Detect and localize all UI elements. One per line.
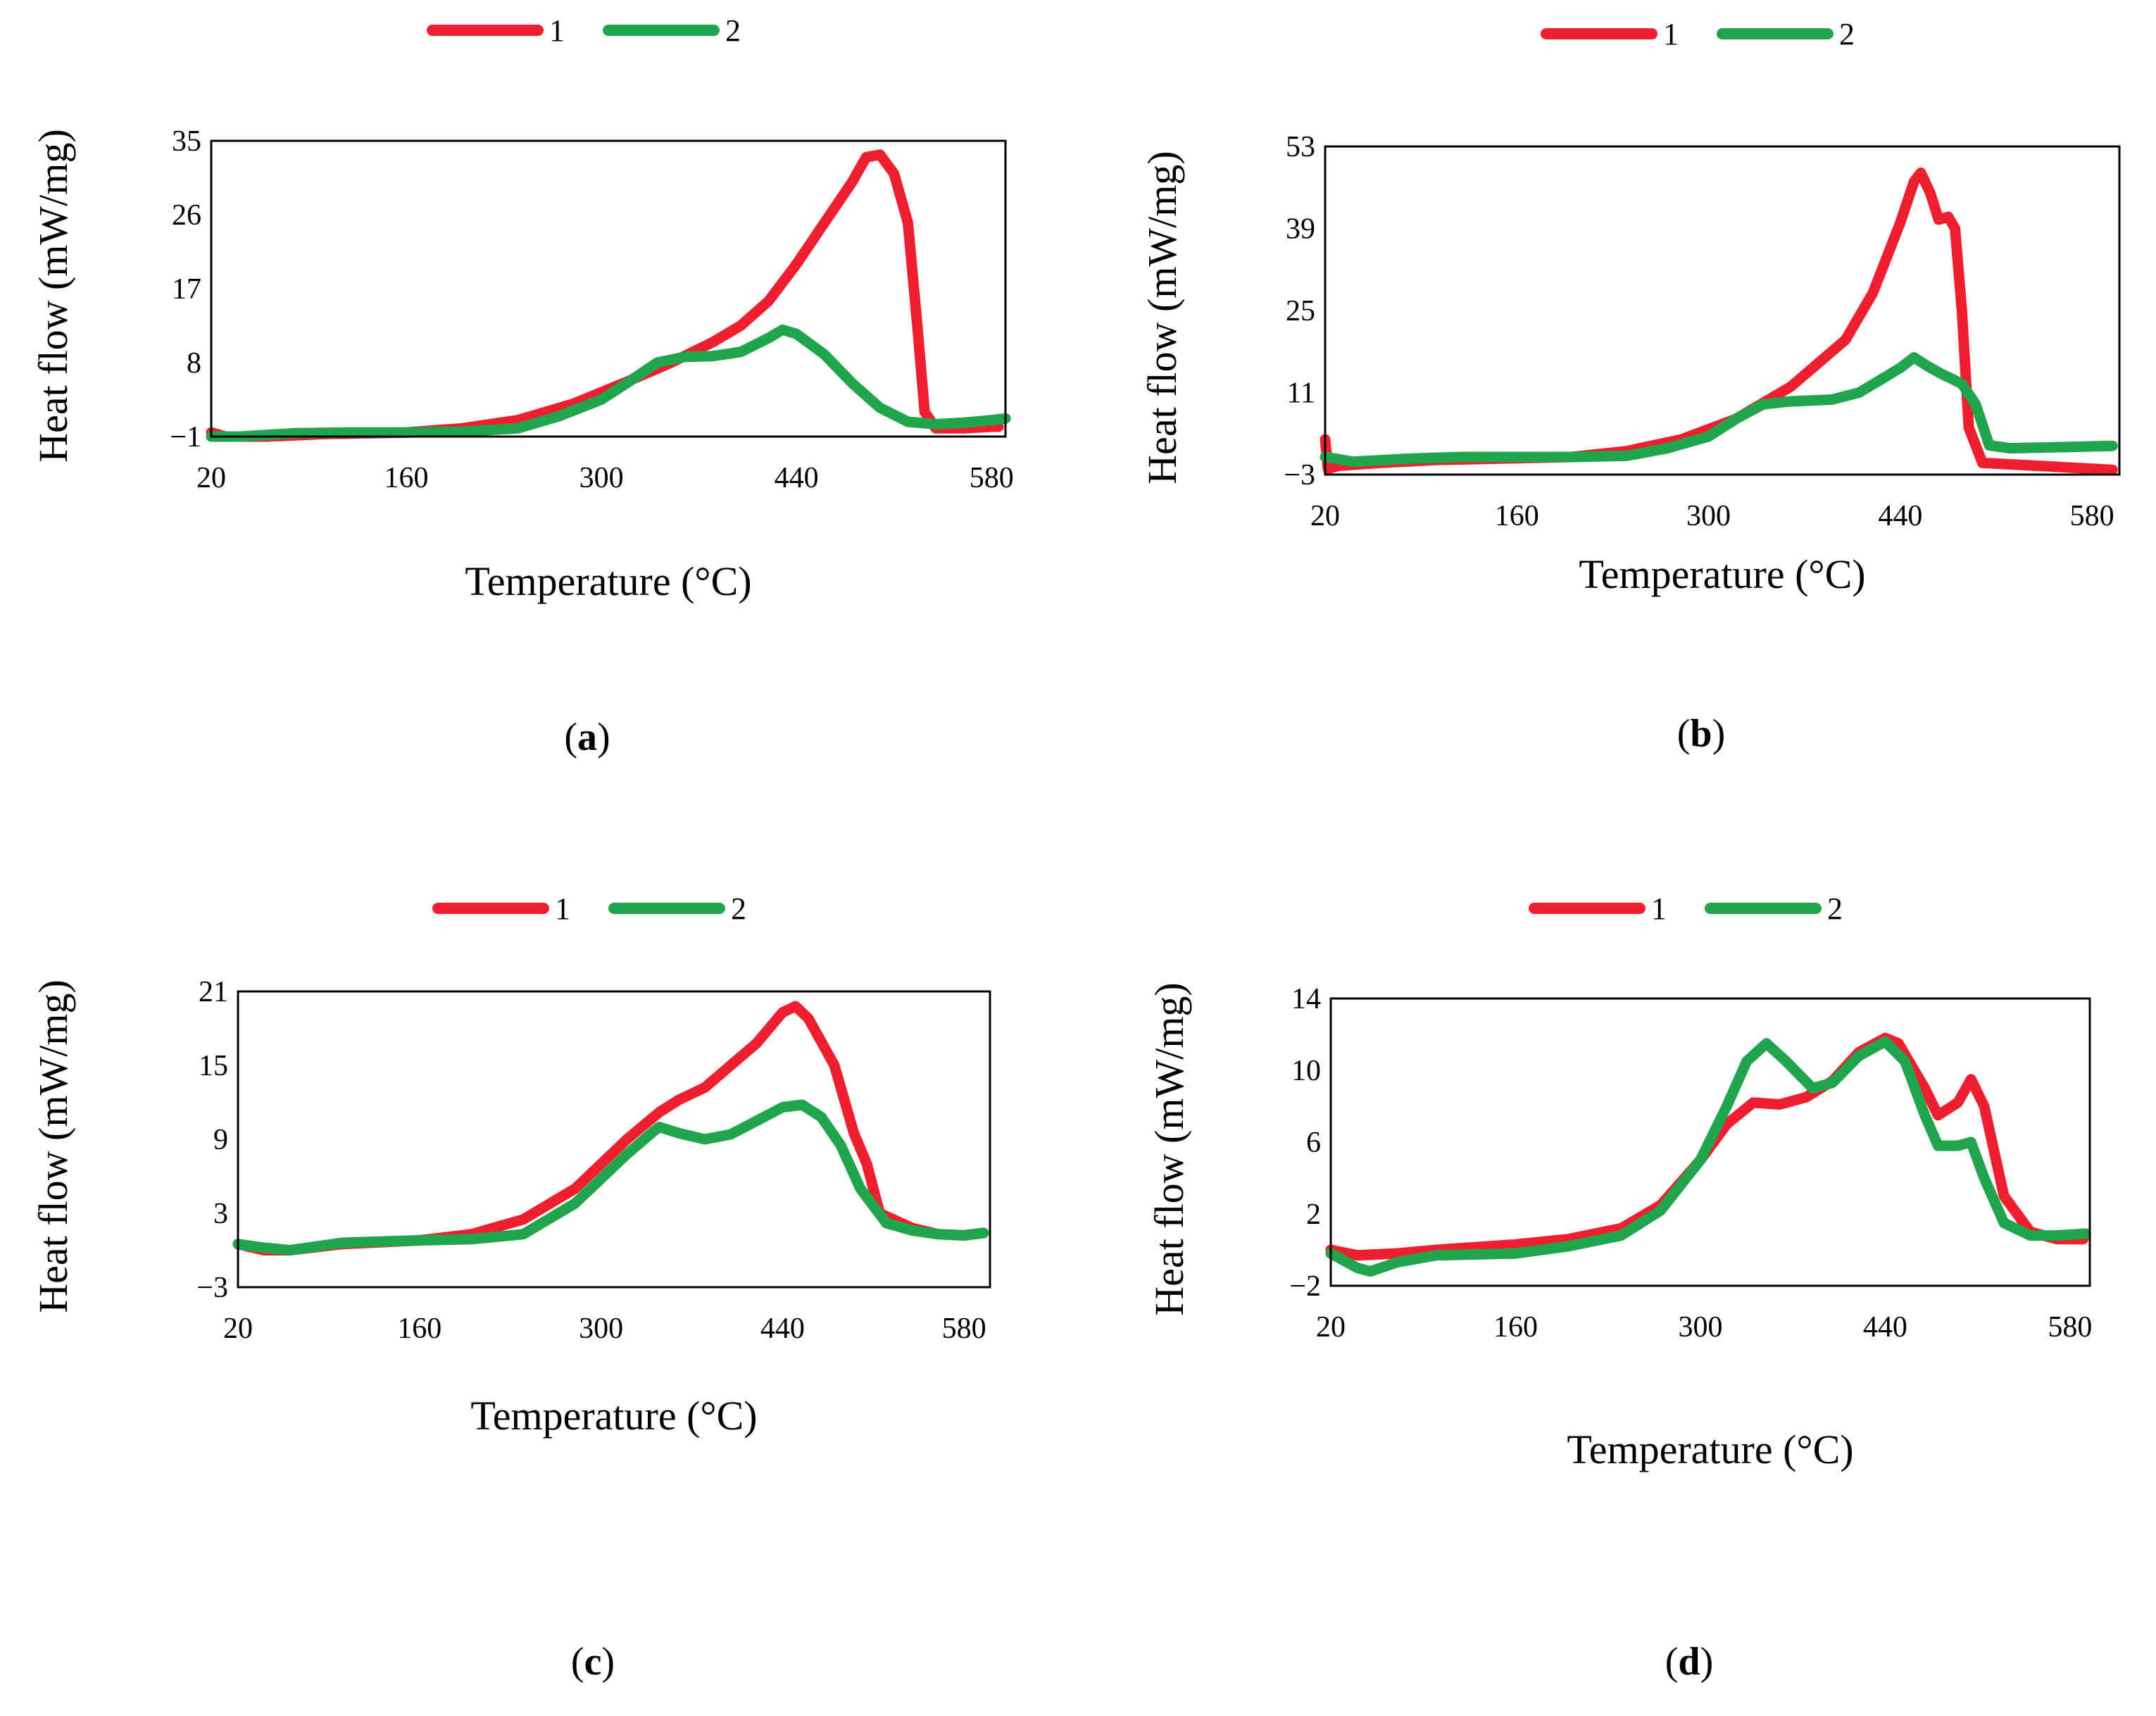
x-tick-label: 160 <box>384 462 429 494</box>
x-tick-label: 20 <box>1310 500 1340 532</box>
chart-panel-d: 20 160 300 440 580 −2 2 6 10 14 Temperature (°C) He… <box>1146 891 2092 1684</box>
y-tick-label: 17 <box>172 273 201 306</box>
y-tick-label: 21 <box>199 976 228 1008</box>
y-tick-label: −3 <box>196 1272 228 1304</box>
x-tick-label: 160 <box>397 1313 441 1345</box>
y-tick-label: −2 <box>1289 1270 1321 1303</box>
x-tick-label: 580 <box>2048 1311 2092 1344</box>
x-axis-title: Temperature (°C) <box>465 558 751 604</box>
chart-panel-b: 20 160 300 440 580 −3 11 25 39 53 Temperature (°C)… <box>1139 17 2121 756</box>
x-tick-label: 580 <box>942 1313 986 1345</box>
legend-label-1: 1 <box>1663 17 1679 51</box>
x-tick-label: 20 <box>1316 1311 1346 1344</box>
panel-label-c: (c) <box>571 1640 615 1684</box>
y-tick-label: 9 <box>213 1124 228 1156</box>
x-tick-label: 160 <box>1493 1311 1538 1344</box>
legend-label-2: 2 <box>725 13 741 48</box>
y-axis-title: Heat flow (mW/mg) <box>30 129 76 463</box>
plot-frame <box>237 990 991 1289</box>
x-tick-label: 300 <box>579 462 624 494</box>
series-line-2 <box>206 324 1011 442</box>
y-tick-label: 10 <box>1291 1055 1321 1087</box>
y-tick-label: 26 <box>172 199 201 232</box>
y-tick-label: 2 <box>1306 1198 1321 1231</box>
x-tick-label: 440 <box>760 1313 805 1345</box>
x-tick-label: 20 <box>223 1313 253 1345</box>
y-tick-label: 14 <box>1291 983 1321 1015</box>
legend-label-2: 2 <box>731 891 746 926</box>
x-axis-title: Temperature (°C) <box>1567 1427 1853 1472</box>
series-line-1 <box>232 1001 989 1255</box>
y-axis-title: Heat flow (mW/mg) <box>30 979 76 1313</box>
legend-label-2: 2 <box>1827 891 1843 926</box>
x-axis-title: Temperature (°C) <box>470 1393 757 1439</box>
x-tick-label: 300 <box>1678 1311 1722 1344</box>
y-tick-label: −1 <box>170 421 201 453</box>
y-tick-label: 3 <box>213 1198 228 1230</box>
panel-label-a: (a) <box>564 715 610 759</box>
series-line-2 <box>1320 352 2118 468</box>
y-tick-label: 35 <box>172 125 201 158</box>
legend-label-1: 1 <box>549 13 565 48</box>
panel-label-b: (b) <box>1677 712 1725 756</box>
x-tick-label: 440 <box>1863 1311 1907 1344</box>
y-tick-label: 6 <box>1306 1127 1321 1159</box>
plot-frame <box>1324 145 2121 476</box>
x-tick-label: 160 <box>1495 500 1539 532</box>
series-line-2 <box>232 1099 989 1255</box>
x-axis-title: Temperature (°C) <box>1579 551 1865 597</box>
x-tick-label: 580 <box>970 462 1014 494</box>
y-axis-title: Heat flow (mW/mg) <box>1146 982 1192 1316</box>
y-tick-label: −3 <box>1284 459 1315 491</box>
y-tick-label: 15 <box>199 1050 228 1082</box>
y-axis-title: Heat flow (mW/mg) <box>1139 151 1185 484</box>
y-tick-label: 39 <box>1286 213 1315 246</box>
panel-label-d: (d) <box>1665 1640 1713 1684</box>
x-tick-label: 300 <box>579 1313 623 1345</box>
legend-label-1: 1 <box>555 891 570 926</box>
x-tick-label: 440 <box>775 462 819 494</box>
y-tick-label: 11 <box>1287 377 1315 410</box>
legend-label-1: 1 <box>1651 891 1667 926</box>
plot-frame <box>210 139 1007 438</box>
x-tick-label: 580 <box>2070 500 2114 532</box>
chart-panel-a: 20 160 300 440 580 −1 8 17 26 35 Temperature (°C) H… <box>30 13 1014 759</box>
x-tick-label: 300 <box>1686 500 1731 532</box>
plot-frame <box>1329 997 2091 1287</box>
x-tick-label: 20 <box>196 462 226 494</box>
series-line-2 <box>1325 1036 2091 1277</box>
y-tick-label: 53 <box>1286 131 1315 163</box>
y-tick-label: 25 <box>1286 295 1315 327</box>
legend-label-2: 2 <box>1839 17 1855 51</box>
x-tick-label: 440 <box>1878 500 1922 532</box>
y-tick-label: 8 <box>187 347 201 380</box>
